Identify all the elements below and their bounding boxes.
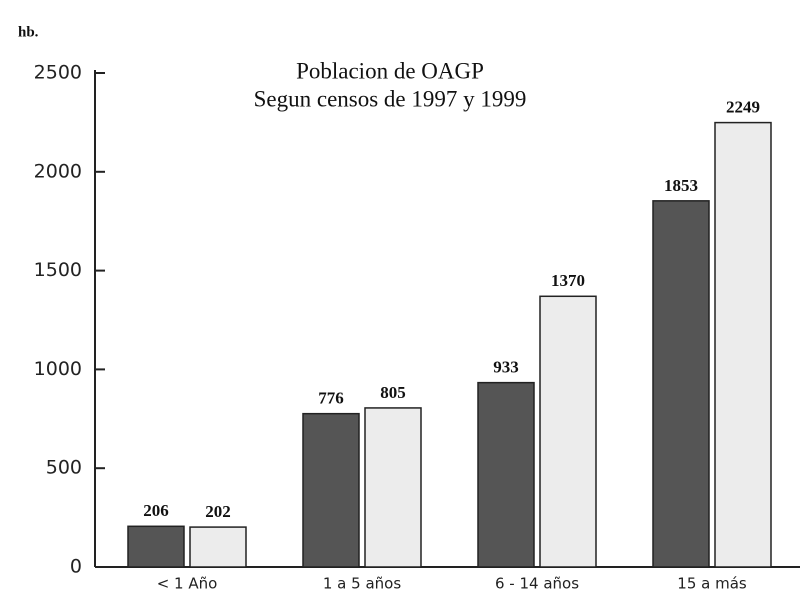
bar — [652, 200, 710, 568]
bar — [714, 121, 772, 568]
chart-title: Poblacion de OAGP — [296, 58, 484, 83]
y-tick-label: 500 — [46, 457, 82, 479]
value-label: 202 — [205, 502, 231, 521]
value-label: 2249 — [726, 98, 760, 117]
bar — [539, 295, 597, 568]
y-tick-label: 1500 — [34, 259, 82, 281]
value-label: 206 — [143, 501, 169, 520]
x-tick-label: 6 - 14 años — [495, 575, 579, 593]
value-label: 1853 — [664, 176, 698, 195]
value-label: 933 — [493, 358, 519, 377]
bar — [302, 412, 360, 568]
bar — [189, 526, 247, 568]
y-axis-label: hb. — [18, 24, 39, 40]
x-tick-label: < 1 Año — [157, 575, 218, 593]
y-tick-label: 2500 — [34, 62, 82, 84]
bar — [477, 381, 535, 568]
x-tick-label: 15 a más — [677, 575, 747, 593]
y-tick-label: 0 — [70, 556, 82, 578]
value-label: 776 — [318, 389, 344, 408]
value-label: 805 — [380, 383, 406, 402]
chart-subtitle: Segun censos de 1997 y 1999 — [254, 86, 527, 111]
bar — [364, 407, 422, 568]
value-label: 1370 — [551, 271, 585, 290]
bar — [127, 525, 185, 568]
y-tick-label: 2000 — [34, 160, 82, 182]
x-tick-label: 1 a 5 años — [323, 575, 401, 593]
y-tick-label: 1000 — [34, 358, 82, 380]
